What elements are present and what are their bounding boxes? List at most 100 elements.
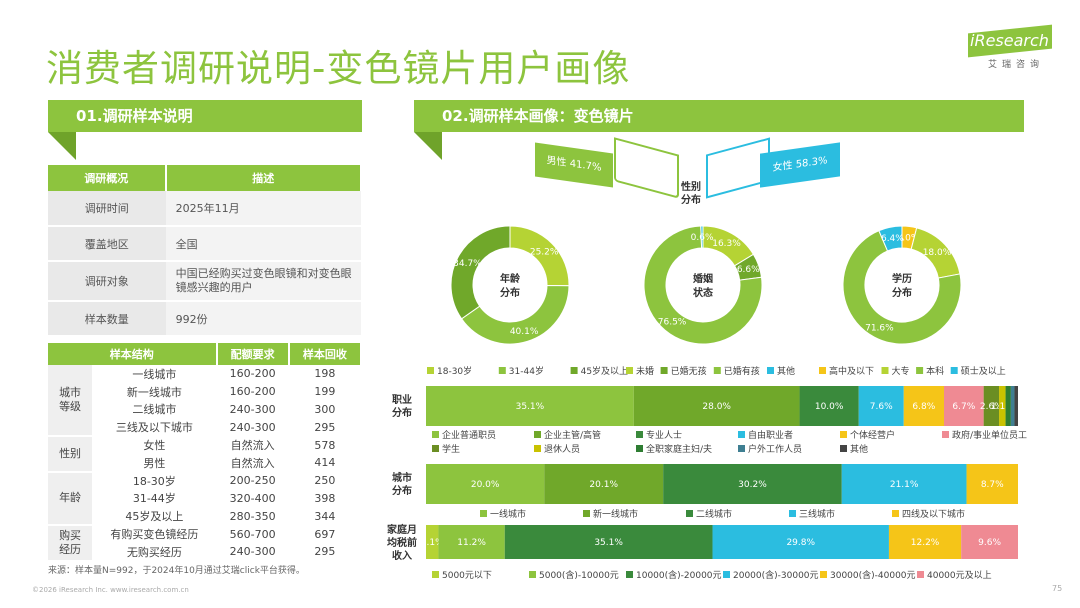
t2-header-3: 样本回收 (288, 343, 363, 365)
t2-recovered: 414 (314, 456, 336, 470)
legend-label: 新一线城市 (593, 508, 638, 520)
slice-label: 71.6% (865, 323, 894, 333)
city-label: 20.0% (471, 480, 500, 490)
income-segment (438, 525, 505, 559)
t2-quota: 280-350 (229, 509, 276, 523)
t2-item: 31-44岁 (132, 492, 176, 506)
slice-label: 40.1% (510, 327, 539, 337)
t2-item: 新一线城市 (126, 385, 182, 399)
income-label: 12.2% (911, 538, 940, 548)
legend-swatch (738, 445, 745, 452)
legend-swatch (480, 510, 487, 517)
structure-table: 样本结构 配额要求 样本回收 城市等级 一线城市 160-200 198 新一线城市 16… (48, 343, 363, 562)
legend-swatch (686, 510, 693, 517)
city-segment (841, 464, 967, 504)
city-segment (426, 464, 545, 504)
t2-item: 三线及以下城市 (115, 421, 193, 435)
t2-group: 购买经历 (48, 525, 93, 562)
t2-recovered: 344 (314, 509, 336, 523)
copyright: ©2026 iResearch Inc. www.iresearch.com.c… (32, 586, 189, 594)
legend-swatch (660, 367, 668, 374)
legend-label: 高中及以下 (829, 365, 874, 377)
t2-quota: 240-300 (229, 545, 276, 559)
legend-label: 学生 (442, 443, 460, 455)
donut-title: 婚姻 (693, 272, 713, 285)
legend-swatch (942, 431, 949, 438)
legend-label: 其他 (777, 365, 795, 377)
legend-label: 40000元及以上 (927, 570, 992, 581)
donut-title: 分布 (892, 286, 912, 299)
t1-key: 覆盖地区 (48, 226, 166, 262)
legend-label: 30000(含)-40000元 (830, 569, 916, 581)
bar-category-label: 家庭月 (387, 523, 417, 536)
legend-label: 二线城市 (696, 508, 732, 520)
occupation-segment (944, 386, 984, 426)
legend-label: 企业普通职员 (442, 429, 496, 441)
t2-recovered: 295 (314, 545, 336, 559)
legend-swatch (626, 571, 633, 578)
occupation-segment (903, 386, 944, 426)
t2-recovered: 578 (314, 438, 336, 452)
legend-swatch (840, 445, 847, 452)
legend-label: 20000(含)-30000元 (733, 569, 819, 581)
legend-swatch (583, 510, 590, 517)
slice-label: 34.7% (453, 259, 482, 269)
occupation-label: 2.6% (980, 402, 1003, 412)
bar-category-label: 分布 (392, 484, 412, 497)
legend-swatch (767, 367, 774, 374)
t2-recovered: 198 (314, 367, 336, 381)
legend-label: 政府/事业单位员工 (952, 429, 1027, 441)
legend-label: 已婚有孩 (724, 365, 760, 377)
t2-header-2: 配额要求 (216, 343, 290, 365)
t2-header-1: 样本结构 (48, 343, 218, 365)
bar-category-label: 城市 (392, 471, 412, 484)
legend-label: 其他 (850, 443, 868, 455)
legend-label: 大专 (892, 365, 910, 377)
t2-quota: 自然流入 (230, 456, 275, 470)
legend-swatch (738, 431, 745, 438)
t1-value: 全国 (165, 226, 361, 262)
legend-label: 5000(含)-10000元 (539, 569, 619, 581)
city-label: 8.7% (981, 480, 1004, 490)
legend-label: 个体经营户 (850, 429, 895, 441)
t2-recovered: 295 (314, 420, 336, 434)
donut-slice (460, 284, 570, 345)
overview-table: 调研概况 描述 调研时间 2025年11月 覆盖地区 全国 调研对象 中国已经购买过变色… (48, 165, 363, 337)
donut-title: 年龄 (500, 272, 521, 285)
slice-label: 6.4% (881, 234, 904, 244)
t2-item: 45岁及以上 (125, 510, 184, 524)
t1-value: 中国已经购买过变色眼镜和对变色眼镜感兴趣的用户 (165, 261, 361, 302)
legend-label: 一线城市 (490, 508, 526, 520)
legend-label: 硕士及以上 (961, 365, 1006, 377)
t2-item: 有购买变色镜经历 (110, 528, 199, 542)
bar-category-label: 职业 (392, 393, 412, 406)
t2-recovered: 398 (314, 491, 336, 505)
t2-quota: 160-200 (229, 385, 276, 399)
legend-label: 5000元以下 (442, 571, 492, 581)
bar-category-label: 分布 (392, 406, 412, 419)
t2-item: 一线城市 (132, 367, 177, 381)
occupation-label: 10.0% (815, 402, 844, 412)
logo-sub: 艾瑞咨询 (988, 60, 1045, 70)
occupation-segment (799, 386, 859, 426)
section-1-header: 01.调研样本说明 (48, 100, 362, 132)
iresearch-logo: iResearch 艾瑞咨询 (962, 24, 1054, 71)
income-label: 29.8% (786, 538, 815, 548)
t2-quota: 240-300 (229, 402, 276, 416)
occupation-segment (426, 386, 634, 426)
income-label: 2.1% (421, 538, 444, 548)
legend-label: 专业人士 (646, 429, 682, 441)
occupation-segment (983, 386, 1000, 426)
legend-swatch (917, 571, 924, 578)
legend-label: 四线及以下城市 (902, 508, 965, 520)
legend-label: 自由职业者 (748, 429, 793, 441)
legend-label: 未婚 (636, 365, 654, 377)
section-1-fold (48, 132, 76, 160)
slice-label: 16.3% (712, 239, 741, 249)
slice-label: 6.6% (737, 265, 760, 275)
section-2-header: 02.调研样本画像：变色镜片 (414, 100, 1024, 132)
t2-recovered: 199 (314, 385, 336, 399)
legend-label: 户外工作人员 (748, 443, 802, 455)
slice-label: 0.6% (691, 233, 714, 243)
